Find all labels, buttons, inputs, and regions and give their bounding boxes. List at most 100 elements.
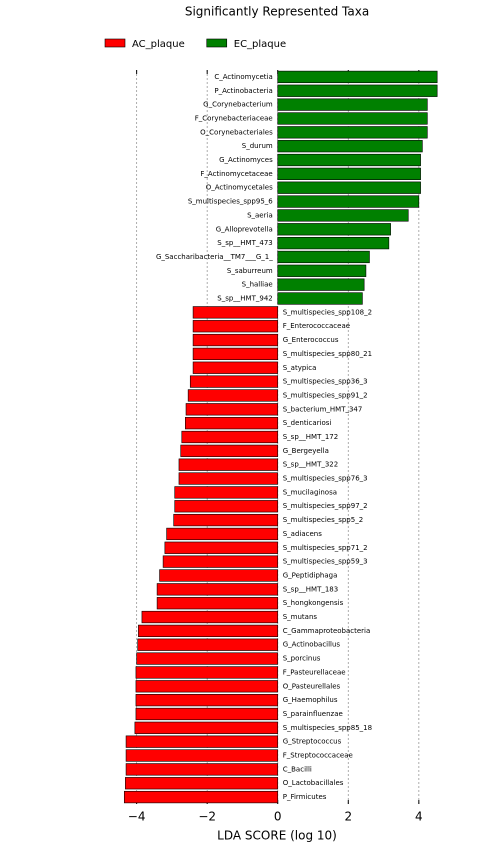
bar [192, 306, 279, 319]
category-label: G_Streptococcus [283, 738, 342, 746]
bar [173, 513, 279, 527]
bar [159, 569, 279, 582]
category-label: F_Actinomycetaceae [200, 170, 272, 178]
bar [192, 347, 279, 361]
bar [185, 403, 279, 416]
bar [135, 680, 279, 693]
bar [277, 209, 409, 222]
category-label: O_Pasteurellales [283, 682, 341, 690]
bar [185, 417, 279, 430]
category-label: S_mucilaginosa [283, 488, 337, 496]
category-label: G_Alloprevotella [216, 225, 273, 233]
bar [277, 292, 363, 305]
bar [277, 98, 428, 111]
bar [192, 333, 279, 347]
bar [277, 264, 367, 277]
category-label: G_Bergeyella [283, 447, 329, 455]
category-label: S_denticariosi [283, 419, 332, 427]
category-label: F_Corynebacteriaceae [195, 114, 273, 122]
category-label: O_Corynebacteriales [200, 128, 273, 136]
category-label: S_multispecies_spp85_18 [283, 724, 372, 732]
bar [189, 375, 279, 388]
bar [181, 430, 279, 444]
bar [141, 610, 279, 624]
category-label: S_sp__HMT_172 [283, 433, 338, 441]
bar [166, 527, 279, 541]
category-label: S_bacterium_HMT_347 [283, 405, 363, 413]
x-tick-label: 4 [415, 810, 423, 824]
x-tick-label: −2 [198, 810, 216, 824]
category-label: P_Firmicutes [283, 793, 327, 801]
category-label: S_adiacens [283, 530, 323, 538]
category-label: S_aeria [247, 211, 273, 219]
chart-title: Significantly Represented Taxa [185, 5, 369, 19]
category-label: P_Actinobacteria [214, 87, 272, 95]
category-label: C_Gammaproteobacteria [283, 627, 371, 635]
category-label: F_Pasteurellaceae [283, 668, 346, 676]
bar [277, 223, 391, 236]
bar [125, 763, 279, 776]
category-label: S_sp__HMT_942 [217, 295, 272, 303]
bar [174, 486, 279, 499]
x-tick-label: 2 [344, 810, 352, 824]
bar [277, 70, 438, 84]
bar [178, 458, 279, 471]
category-label: S_multispecies_spp5_2 [283, 516, 363, 524]
category-label: O_Lactobacillales [283, 779, 344, 787]
category-label: F_Streptococcaceae [283, 752, 353, 760]
bar [134, 721, 279, 734]
category-label: S_multispecies_spp91_2 [283, 391, 368, 399]
category-label: S_atypica [283, 364, 317, 372]
bar [135, 666, 279, 679]
bar [125, 735, 279, 748]
category-label: S_multispecies_spp36_3 [283, 378, 368, 386]
category-label: S_multispecies_spp108_2 [283, 308, 372, 316]
bar [135, 707, 279, 721]
category-label: G_Actinobacillus [283, 641, 341, 649]
bar [125, 749, 279, 762]
bar [164, 541, 279, 554]
category-label: S_sp__HMT_322 [283, 461, 338, 469]
category-label: S_hongkongensis [283, 599, 344, 607]
bar [277, 278, 365, 291]
category-label: S_multispecies_spp71_2 [283, 544, 368, 552]
category-label: C_Bacilli [283, 765, 312, 773]
bar [125, 777, 279, 790]
category-label: S_sp__HMT_473 [217, 239, 272, 247]
category-label: F_Enterococcaceae [283, 322, 350, 330]
bar [135, 694, 279, 707]
legend-swatch [206, 38, 228, 48]
bar [277, 195, 420, 208]
bar [174, 500, 279, 513]
category-label: G_Peptidiphaga [283, 571, 338, 579]
category-label: G_Enterococcus [283, 336, 339, 344]
legend-label: AC_plaque [132, 39, 185, 50]
bar [192, 361, 279, 374]
bar [156, 583, 279, 596]
category-label: G_Saccharibacteria__TM7___G_1_ [156, 253, 273, 261]
bar [277, 112, 428, 125]
bar [136, 652, 279, 665]
category-label: S_sp__HMT_183 [283, 585, 338, 593]
bar [162, 555, 279, 568]
bar [277, 140, 423, 153]
category-label: S_multispecies_spp97_2 [283, 502, 368, 510]
bar [277, 250, 370, 264]
category-label: S_multispecies_spp80_21 [283, 350, 372, 358]
category-label: O_Actinomycetales [206, 184, 273, 192]
x-tick-label: −4 [128, 810, 146, 824]
category-label: S_parainfluenzae [283, 710, 343, 718]
category-label: S_saburreum [227, 267, 273, 275]
category-label: G_Actinomyces [219, 156, 273, 164]
legend-swatch [104, 38, 126, 48]
bar [277, 153, 421, 167]
bar [138, 624, 279, 638]
bar [123, 790, 279, 804]
bar [178, 472, 279, 485]
category-label: C_Actinomycetia [214, 73, 272, 81]
bar [187, 389, 279, 402]
bar [192, 320, 279, 333]
category-label: S_porcinus [283, 655, 321, 663]
